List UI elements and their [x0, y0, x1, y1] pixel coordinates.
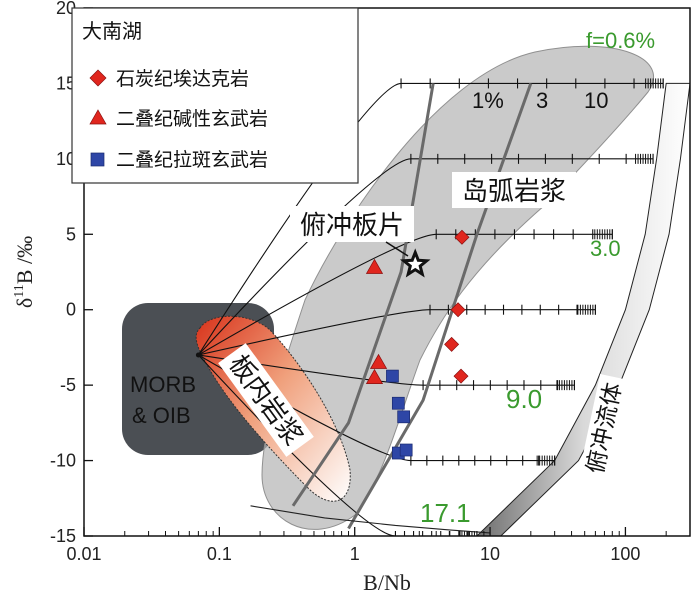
data-point-s1-p2	[365, 368, 384, 384]
y-axis-title-delta: δ	[12, 298, 37, 308]
slab-label-bg	[290, 206, 414, 242]
legend-marker-triangle	[89, 109, 107, 125]
legend-label-adakite: 石炭纪埃达克岩	[116, 68, 249, 90]
mixing-line-3	[198, 309, 596, 356]
fluid-label-bg	[578, 374, 630, 482]
y-tick-label-0: 20	[56, 0, 76, 18]
label-arc-magma: 岛弧岩浆	[462, 177, 566, 207]
x-tick-label-0: 0.01	[66, 544, 101, 564]
x-axis-title: B/Nb	[363, 570, 411, 595]
annot-3: 3	[536, 88, 548, 113]
data-point-s2-p4	[399, 443, 413, 457]
legend-label-alkaline: 二叠纪碱性玄武岩	[116, 108, 268, 130]
annot-17.1: 17.1	[420, 498, 471, 528]
annot-3.0: 3.0	[590, 236, 621, 261]
y-tick-label-5: -5	[60, 375, 76, 395]
y-tick-label-6: -10	[50, 451, 76, 471]
legend-marker-diamond	[89, 69, 107, 87]
mixing-line-6	[197, 354, 477, 536]
data-point-s2-p0	[386, 369, 399, 383]
slab-pointer	[385, 241, 409, 257]
source-point	[195, 352, 201, 358]
arc-label-bg	[452, 172, 576, 208]
arc-magma-field	[261, 45, 654, 530]
annot-1pct: 1%	[472, 88, 504, 113]
legend: 大南湖 石炭纪埃达克岩 二叠纪碱性玄武岩 二叠纪拉斑玄武岩	[71, 7, 359, 184]
x-tick-label-2: 1	[350, 544, 360, 564]
plot-frame	[83, 7, 691, 537]
label-slab: 俯冲板片	[300, 211, 404, 241]
data-point-s2-p1	[391, 396, 405, 410]
label-oib: & OIB	[132, 403, 191, 428]
data-point-s0-p0	[454, 229, 470, 245]
y-axis-title: δ11B /‰	[12, 236, 37, 308]
y-tick-label-4: 0	[66, 300, 76, 320]
x-tick-label-3: 10	[480, 544, 500, 564]
annot-f-0.6: f=0.6%	[586, 28, 655, 53]
mixing-line-1	[197, 158, 654, 356]
data-point-s1-p0	[365, 258, 384, 274]
label-morb: MORB	[130, 372, 196, 397]
data-point-s0-p3	[453, 368, 469, 384]
y-axis-title-rest: B /‰	[12, 236, 37, 284]
x-tick-label-4: 100	[610, 544, 640, 564]
y-tick-label-3: 5	[66, 224, 76, 244]
x-tick-label-1: 0.1	[207, 544, 232, 564]
y-tick-label-7: -15	[50, 526, 76, 546]
data-point-s0-p1	[450, 302, 466, 318]
legend-title: 大南湖	[82, 19, 142, 43]
y-tick-label-1: 15	[56, 73, 76, 93]
legend-marker-square	[90, 152, 105, 167]
y-axis-title-sup: 11	[12, 284, 27, 297]
data-point-s0-p2	[444, 336, 460, 352]
data-point-s1-p1	[369, 353, 388, 369]
intraplate-label-bg	[218, 343, 314, 457]
annot-9.0: 9.0	[506, 384, 542, 414]
data-point-s2-p2	[397, 410, 411, 424]
percent-curve-2	[250, 505, 491, 534]
legend-label-tholeiite: 二叠纪拉斑玄武岩	[116, 149, 268, 171]
percent-curve-1	[347, 82, 533, 530]
y-tick-label-2: 10	[56, 149, 76, 169]
percent-curve-0	[291, 83, 435, 507]
mixing-line-2	[198, 233, 613, 356]
annot-10: 10	[584, 88, 608, 113]
slab-star	[399, 248, 431, 278]
